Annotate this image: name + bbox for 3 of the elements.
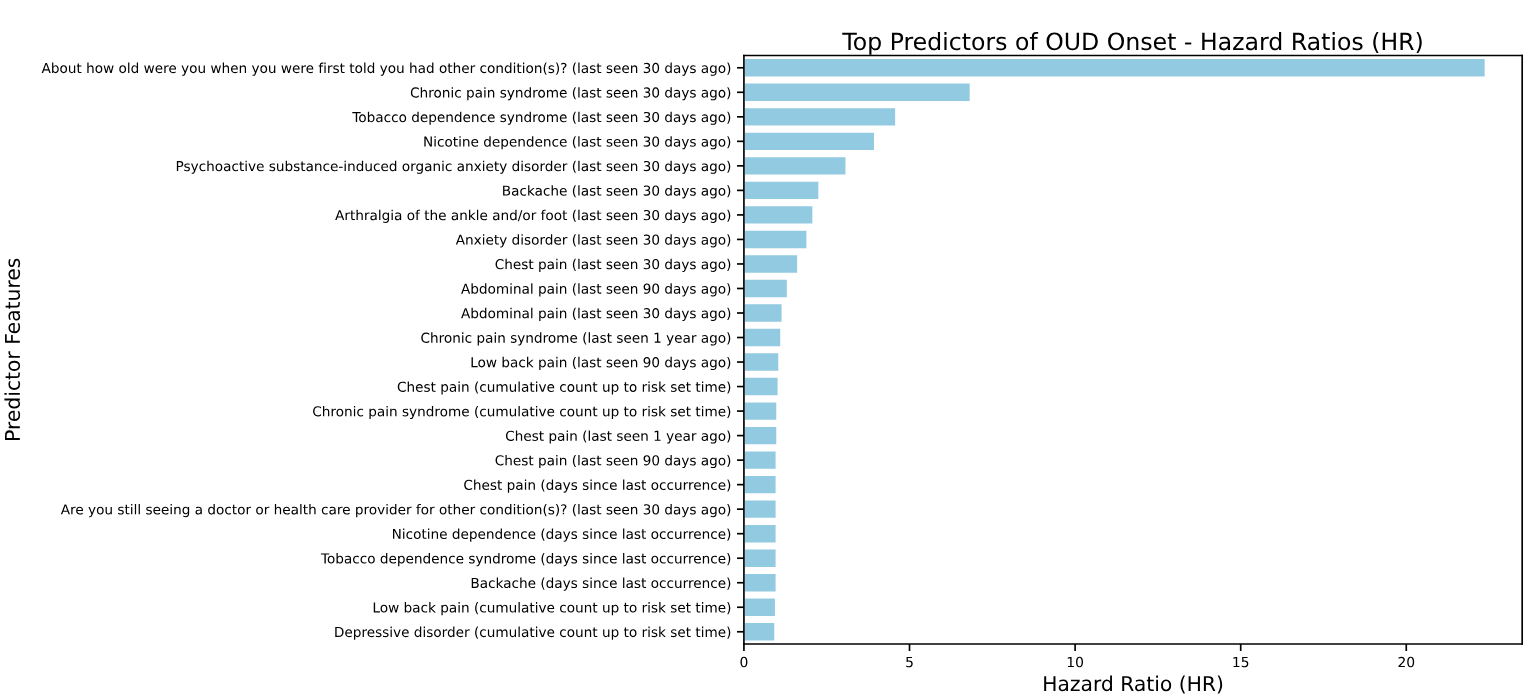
x-axis-title: Hazard Ratio (HR) [1044, 675, 1223, 694]
chart-title: Top Predictors of OUD Onset - Hazard Ratios (HR) [842, 32, 1422, 55]
y-axis-title: Predictor Features [4, 258, 21, 440]
